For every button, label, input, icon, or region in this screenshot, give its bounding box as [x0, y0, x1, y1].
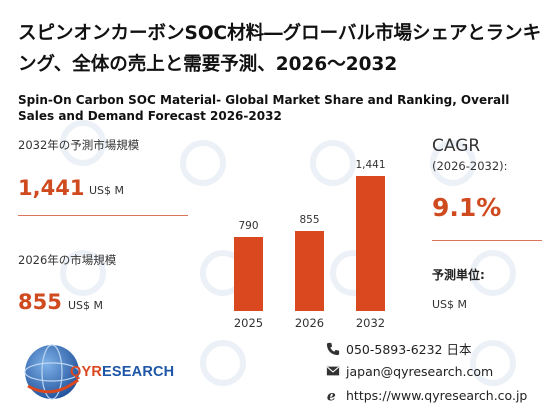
forecast-unit-title: 予測単位:	[432, 268, 485, 282]
bar-2032	[356, 176, 385, 311]
forecast-2032-unit: US$ M	[89, 184, 125, 197]
forecast-unit-value: US$ M	[432, 298, 468, 311]
forecast-2032-value: 1,441	[18, 176, 85, 200]
website-text: https://www.qyresearch.co.jp	[346, 388, 528, 403]
contact-website[interactable]: e https://www.qyresearch.co.jp	[326, 388, 528, 403]
bar-category-label: 2026	[294, 316, 325, 330]
bar-category-label: 2032	[355, 316, 386, 330]
market-2026-value: 855	[18, 290, 62, 314]
web-icon: e	[327, 388, 336, 402]
bar-2026	[295, 230, 324, 311]
qyresearch-logo: QYRESEARCH	[22, 340, 174, 410]
svg-text:e: e	[327, 388, 336, 402]
bar-value-label: 1,441	[355, 159, 386, 171]
market-2026-label: 2026年の市場規模	[18, 253, 117, 267]
bar-value-label: 790	[238, 219, 259, 232]
cagr-value: 9.1%	[432, 193, 502, 222]
mail-icon	[326, 366, 340, 376]
bar-2025	[234, 236, 263, 311]
email-text: japan@qyresearch.com	[346, 364, 494, 379]
market-2026-unit: US$ M	[68, 299, 104, 312]
phone-icon	[326, 342, 340, 356]
logo-wordmark: QYRESEARCH	[70, 364, 175, 380]
cagr-period: (2026-2032):	[432, 159, 508, 173]
contact-phone[interactable]: 050-5893-6232 日本	[326, 339, 471, 358]
page-title-jp: スピンオンカーボンSOC材料―グローバル市場シェアとランキング、全体の売上と需要…	[18, 23, 542, 75]
bar-category-label: 2025	[233, 316, 264, 330]
globe-icon	[24, 344, 80, 400]
phone-text: 050-5893-6232 日本	[346, 342, 472, 357]
divider-right	[432, 240, 542, 241]
bar-value-label: 855	[299, 213, 320, 226]
forecast-2032-label: 2032年の予測市場規模	[18, 138, 140, 152]
contact-email[interactable]: japan@qyresearch.com	[326, 364, 493, 379]
cagr-title: CAGR	[432, 136, 481, 156]
page-title-en: Spin-On Carbon SOC Material- Global Mark…	[18, 93, 510, 123]
divider-left	[18, 215, 188, 216]
